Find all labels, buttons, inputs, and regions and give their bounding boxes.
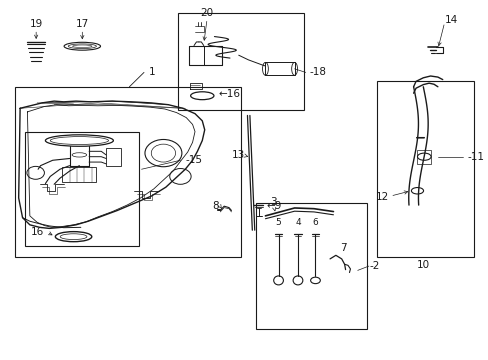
Text: 3: 3 [270, 197, 276, 207]
Text: ←9: ←9 [266, 201, 282, 211]
Bar [15, 87, 241, 257]
Text: 16: 16 [31, 227, 44, 237]
Text: -2: -2 [369, 261, 380, 271]
Text: 10: 10 [416, 260, 429, 270]
Bar [265, 62, 294, 75]
Text: 20: 20 [200, 8, 213, 18]
Text: 17: 17 [76, 19, 89, 29]
Bar [203, 45, 222, 65]
Text: 13: 13 [231, 150, 244, 160]
Text: ←16: ←16 [218, 89, 240, 99]
Text: -11: -11 [466, 152, 483, 162]
Bar [25, 132, 139, 246]
Text: 7: 7 [339, 243, 346, 253]
Bar [376, 81, 473, 257]
Bar [106, 148, 121, 166]
Bar [189, 45, 222, 65]
Bar [178, 13, 304, 110]
Text: 12: 12 [375, 192, 388, 202]
Bar [62, 167, 96, 182]
Text: 6: 6 [312, 218, 318, 227]
Text: -15: -15 [185, 155, 202, 165]
Text: 5: 5 [275, 218, 281, 227]
Text: 19: 19 [29, 19, 42, 29]
Text: 14: 14 [444, 15, 457, 26]
Bar [417, 149, 430, 164]
Bar [189, 45, 203, 65]
Text: -18: -18 [308, 67, 325, 77]
Bar [255, 203, 366, 329]
Text: 4: 4 [295, 218, 300, 227]
Text: 8: 8 [212, 201, 219, 211]
Text: 1: 1 [148, 67, 155, 77]
